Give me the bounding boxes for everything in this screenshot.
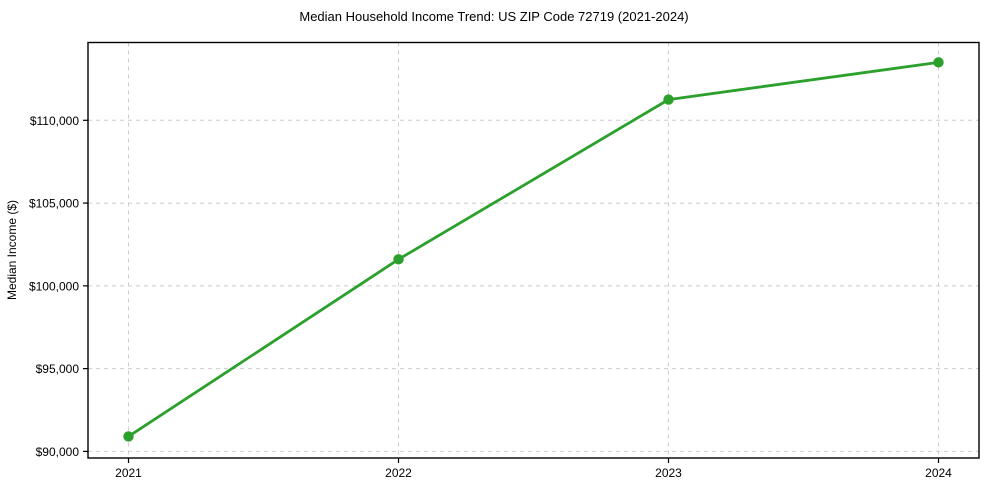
tick-labels: $90,000 $95,000 $100,000 $105,000 $110,000 20… <box>29 114 952 480</box>
x-tick-label: 2023 <box>655 466 682 480</box>
y-axis-label: Median Income ($) <box>5 200 19 300</box>
plot-border <box>87 41 980 459</box>
data-point <box>123 431 134 442</box>
data-point <box>663 94 674 105</box>
y-tick-label: $105,000 <box>29 197 79 211</box>
chart-title: Median Household Income Trend: US ZIP Co… <box>299 9 688 24</box>
x-tick-label: 2022 <box>385 466 412 480</box>
y-tick-label: $100,000 <box>29 279 79 293</box>
y-tick-label: $95,000 <box>36 362 80 376</box>
y-tick-label: $110,000 <box>30 114 79 128</box>
gridlines <box>88 42 979 458</box>
data-series <box>123 57 944 442</box>
trend-line <box>127 60 940 438</box>
data-point <box>933 57 944 68</box>
axes <box>87 41 980 459</box>
data-point <box>393 254 404 265</box>
x-tick-label: 2021 <box>115 466 142 480</box>
x-tick-label: 2024 <box>925 466 952 480</box>
y-tick-label: $90,000 <box>36 445 80 459</box>
